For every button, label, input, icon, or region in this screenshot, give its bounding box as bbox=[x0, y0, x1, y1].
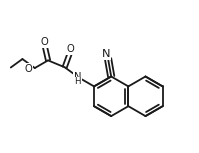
Text: O: O bbox=[25, 64, 33, 74]
Text: O: O bbox=[67, 44, 74, 54]
Text: N: N bbox=[74, 72, 82, 82]
Text: O: O bbox=[40, 37, 48, 47]
Text: H: H bbox=[74, 77, 80, 86]
Text: N: N bbox=[102, 49, 110, 59]
